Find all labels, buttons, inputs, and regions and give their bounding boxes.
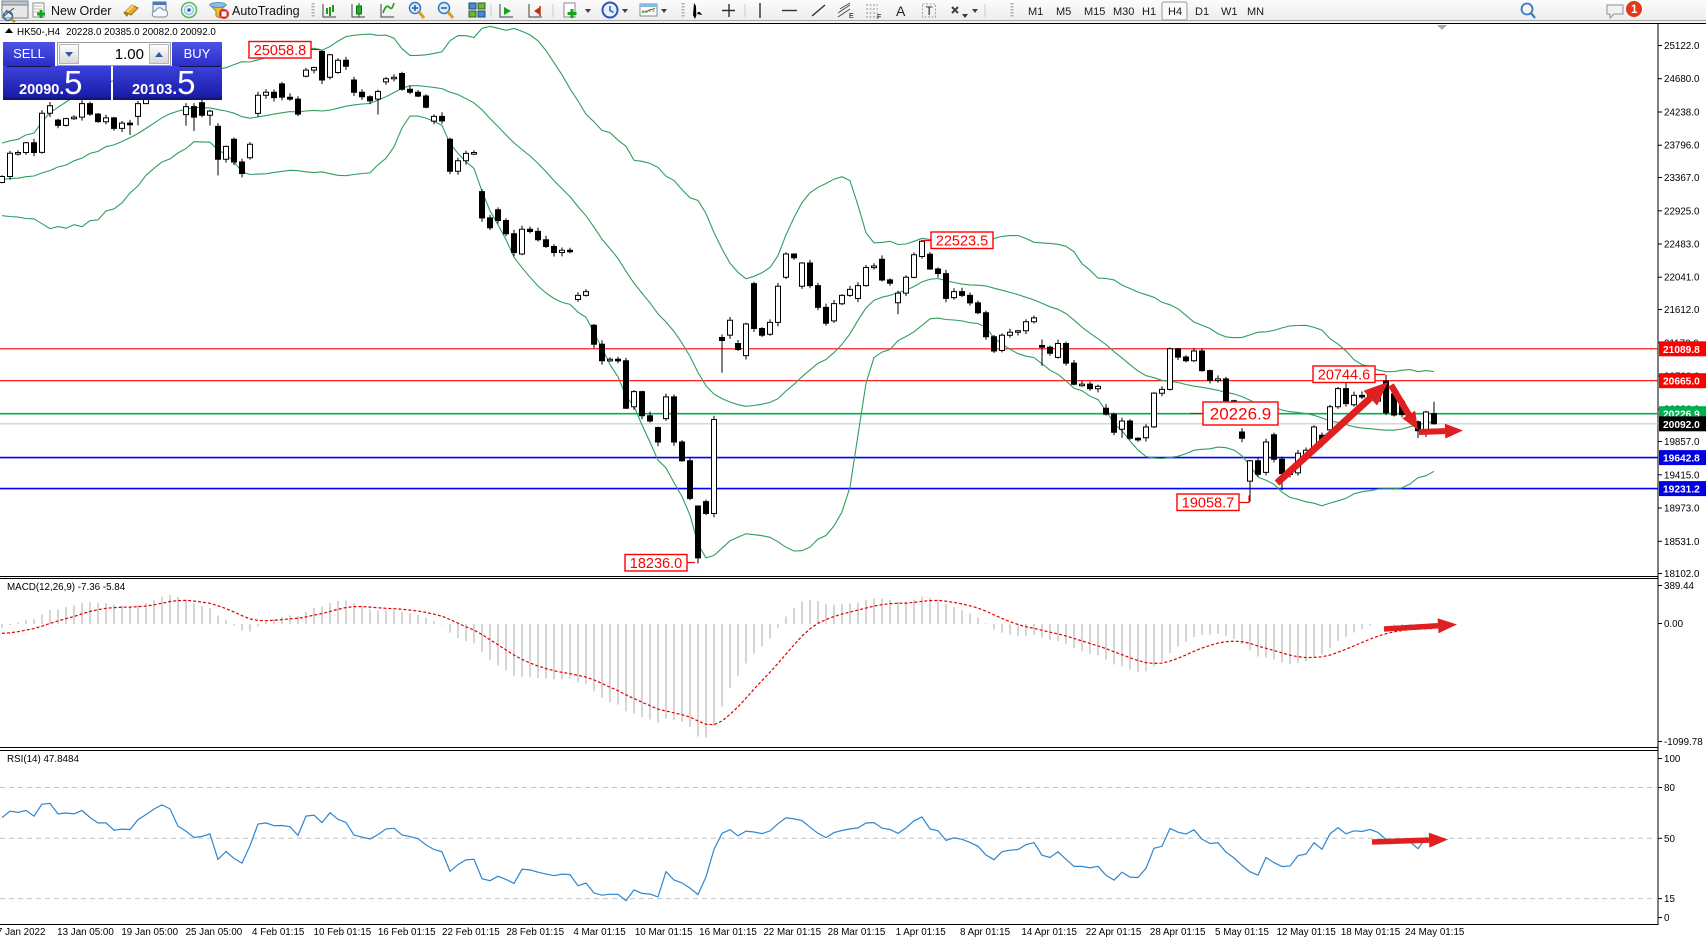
- svg-text:24680.0: 24680.0: [1664, 74, 1700, 85]
- svg-text:8 Apr 01:15: 8 Apr 01:15: [960, 927, 1011, 938]
- svg-text:10 Mar 01:15: 10 Mar 01:15: [635, 927, 693, 938]
- svg-text:10 Feb 01:15: 10 Feb 01:15: [314, 927, 372, 938]
- svg-text:22523.5: 22523.5: [936, 233, 988, 249]
- svg-text:0: 0: [1664, 913, 1670, 924]
- svg-text:28 Feb 01:15: 28 Feb 01:15: [506, 927, 564, 938]
- svg-text:28 Mar 01:15: 28 Mar 01:15: [828, 927, 886, 938]
- svg-text:22925.0: 22925.0: [1664, 206, 1700, 217]
- svg-text:1 Apr 01:15: 1 Apr 01:15: [896, 927, 947, 938]
- svg-text:21612.0: 21612.0: [1664, 305, 1700, 316]
- svg-text:4 Feb 01:15: 4 Feb 01:15: [252, 927, 305, 938]
- svg-text:M5: M5: [1056, 6, 1071, 18]
- svg-text:23796.0: 23796.0: [1664, 141, 1700, 152]
- svg-text:18531.0: 18531.0: [1664, 537, 1700, 548]
- svg-text:E: E: [849, 13, 854, 20]
- svg-text:16 Mar 01:15: 16 Mar 01:15: [699, 927, 757, 938]
- svg-text:-1099.78: -1099.78: [1664, 737, 1703, 748]
- svg-text:0.00: 0.00: [1664, 619, 1684, 630]
- svg-text:14 Apr 01:15: 14 Apr 01:15: [1021, 927, 1077, 938]
- svg-text:4 Mar 01:15: 4 Mar 01:15: [573, 927, 626, 938]
- svg-text:23367.0: 23367.0: [1664, 173, 1700, 184]
- svg-text:M1: M1: [1028, 6, 1043, 18]
- svg-text:W1: W1: [1221, 6, 1238, 18]
- svg-text:20226.9: 20226.9: [1210, 405, 1271, 424]
- svg-text:19231.2: 19231.2: [1663, 485, 1700, 496]
- svg-text:19058.7: 19058.7: [1182, 495, 1234, 511]
- svg-text:24 May 01:15: 24 May 01:15: [1405, 927, 1465, 938]
- svg-text:25 Jan 05:00: 25 Jan 05:00: [186, 927, 243, 938]
- svg-text:MACD(12,26,9) -7.36 -5.84: MACD(12,26,9) -7.36 -5.84: [7, 582, 126, 593]
- svg-text:20228.0 20385.0 20082.0 20092.: 20228.0 20385.0 20082.0 20092.0: [66, 27, 216, 38]
- svg-text:D1: D1: [1195, 6, 1209, 18]
- svg-text:19857.0: 19857.0: [1664, 437, 1700, 448]
- svg-text:100: 100: [1664, 754, 1681, 765]
- svg-text:25058.8: 25058.8: [254, 43, 306, 59]
- svg-text:20092.0: 20092.0: [1663, 420, 1700, 431]
- svg-text:15: 15: [1664, 894, 1675, 905]
- svg-text:19415.0: 19415.0: [1664, 470, 1700, 481]
- svg-text:19 Jan 05:00: 19 Jan 05:00: [121, 927, 178, 938]
- svg-text:22 Feb 01:15: 22 Feb 01:15: [442, 927, 500, 938]
- svg-text:M15: M15: [1084, 6, 1105, 18]
- svg-text:M30: M30: [1113, 6, 1134, 18]
- svg-text:RSI(14) 47.8484: RSI(14) 47.8484: [7, 754, 79, 765]
- svg-text:12 May 01:15: 12 May 01:15: [1277, 927, 1337, 938]
- svg-text:22 Mar 01:15: 22 Mar 01:15: [763, 927, 821, 938]
- svg-text:22483.0: 22483.0: [1664, 240, 1700, 251]
- svg-text:20665.0: 20665.0: [1663, 377, 1700, 388]
- svg-text:50: 50: [1664, 834, 1675, 845]
- svg-text:28 Apr 01:15: 28 Apr 01:15: [1150, 927, 1206, 938]
- svg-text:H1: H1: [1142, 6, 1156, 18]
- svg-text:21089.8: 21089.8: [1663, 345, 1700, 356]
- svg-text:22041.0: 22041.0: [1664, 273, 1700, 284]
- svg-text:389.44: 389.44: [1664, 581, 1695, 592]
- svg-text:16 Feb 01:15: 16 Feb 01:15: [378, 927, 436, 938]
- svg-text:1: 1: [1631, 4, 1638, 16]
- svg-text:80: 80: [1664, 783, 1675, 794]
- svg-text:25122.0: 25122.0: [1664, 41, 1700, 52]
- svg-text:New Order: New Order: [51, 4, 111, 18]
- svg-text:24238.0: 24238.0: [1664, 108, 1700, 119]
- svg-text:H4: H4: [1168, 6, 1182, 18]
- svg-text:7 Jan 2022: 7 Jan 2022: [0, 927, 45, 938]
- svg-text:18 May 01:15: 18 May 01:15: [1341, 927, 1401, 938]
- svg-text:A: A: [896, 3, 906, 19]
- svg-text:AutoTrading: AutoTrading: [232, 4, 300, 18]
- svg-text:HK50-,H4: HK50-,H4: [17, 27, 61, 38]
- svg-text:20226.9: 20226.9: [1663, 410, 1700, 421]
- svg-text:18236.0: 18236.0: [630, 556, 682, 572]
- svg-text:22 Apr 01:15: 22 Apr 01:15: [1086, 927, 1142, 938]
- svg-text:MN: MN: [1247, 6, 1264, 18]
- svg-text:19642.8: 19642.8: [1663, 454, 1700, 465]
- svg-text:T: T: [926, 4, 934, 18]
- svg-text:20744.6: 20744.6: [1318, 367, 1370, 383]
- svg-text:5 May 01:15: 5 May 01:15: [1215, 927, 1269, 938]
- svg-text:13 Jan 05:00: 13 Jan 05:00: [57, 927, 114, 938]
- svg-text:F: F: [877, 14, 881, 21]
- svg-text:18102.0: 18102.0: [1664, 569, 1700, 580]
- svg-text:18973.0: 18973.0: [1664, 504, 1700, 515]
